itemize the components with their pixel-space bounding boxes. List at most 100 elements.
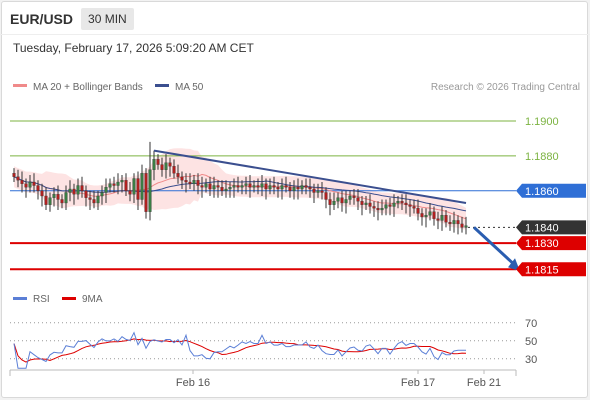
- candle-body: [264, 183, 268, 190]
- candle: [92, 190, 96, 209]
- rsi-legend-label: RSI: [33, 294, 50, 305]
- datetime-label: Tuesday, February 17, 2026 5:09:20 AM CE…: [13, 41, 254, 55]
- candle-body: [64, 192, 68, 204]
- candle: [236, 176, 240, 193]
- candle-body: [272, 185, 276, 188]
- candle: [416, 199, 420, 221]
- candle-body: [104, 187, 108, 193]
- candle: [424, 208, 428, 228]
- ma50-legend-label: MA 50: [175, 82, 204, 93]
- candle: [456, 215, 460, 235]
- candle: [308, 178, 312, 198]
- candle: [448, 215, 452, 231]
- candle: [420, 208, 424, 226]
- x-axis-label: Feb 16: [176, 377, 210, 389]
- candle-body: [260, 183, 264, 188]
- candle: [300, 180, 304, 195]
- candle-body: [408, 204, 412, 207]
- price-tag-1.1840: [516, 220, 586, 235]
- candle-body: [424, 215, 428, 218]
- candle: [268, 178, 272, 195]
- candle: [228, 182, 232, 198]
- price-tag-label-1.1830: 1.1830: [525, 238, 559, 250]
- rsi-level-label: 70: [525, 318, 537, 330]
- candle-body: [360, 201, 364, 205]
- candle-body: [432, 211, 436, 219]
- candle-body: [32, 181, 36, 186]
- candle: [200, 176, 204, 198]
- candle-body: [12, 173, 16, 177]
- candle: [96, 190, 100, 210]
- candle-body: [208, 183, 212, 190]
- candle-body: [396, 201, 400, 204]
- candle: [48, 192, 52, 212]
- candle-body: [160, 164, 164, 170]
- rsi-ma9-line: [13, 338, 467, 363]
- candle: [464, 216, 468, 235]
- candle-body: [116, 181, 120, 186]
- x-axis: Feb 16 Feb 17 Feb 21: [9, 370, 517, 389]
- candle-body: [36, 185, 40, 191]
- header-divider: [0, 34, 590, 35]
- candle: [88, 190, 92, 210]
- candle: [80, 176, 84, 198]
- candle-body: [276, 187, 280, 190]
- candle: [296, 178, 300, 200]
- price-tags: 1.1900 1.1880 1.1860 1.1840 1.1830 1.1815: [516, 116, 586, 277]
- candle-body: [428, 211, 432, 216]
- candlestick-series: [12, 141, 468, 235]
- rsi-indicator: 70 50 30: [10, 318, 537, 369]
- candle-body: [372, 206, 376, 209]
- candle-body: [420, 213, 424, 218]
- candle: [340, 190, 344, 212]
- candle: [100, 185, 104, 205]
- forecast-arrow-shaft: [472, 226, 516, 266]
- candle-body: [136, 178, 140, 200]
- candle-body: [340, 197, 344, 204]
- candle-body: [460, 223, 464, 228]
- candle-body: [268, 185, 272, 190]
- candle-body: [280, 185, 284, 190]
- x-axis-label: Feb 17: [401, 377, 435, 389]
- candle-body: [316, 190, 320, 193]
- candle-body: [80, 185, 84, 191]
- candle-body: [120, 180, 124, 183]
- candle: [436, 211, 440, 230]
- candle: [164, 154, 168, 179]
- ma50-legend-swatch: [155, 84, 169, 87]
- price-tag-label-1.1900: 1.1900: [525, 116, 559, 128]
- candle-body: [312, 188, 316, 193]
- candle-body: [96, 195, 100, 204]
- candle-body: [112, 183, 116, 186]
- timeframe-badge[interactable]: 30 MIN: [81, 8, 134, 30]
- candle: [264, 178, 268, 200]
- candle-body: [252, 185, 256, 188]
- candle: [108, 178, 112, 193]
- candle: [252, 180, 256, 193]
- candle: [212, 176, 216, 198]
- candle: [240, 180, 244, 195]
- candle-body: [84, 190, 88, 198]
- candle-body: [392, 202, 396, 207]
- candle: [192, 175, 196, 191]
- candle-body: [60, 199, 64, 204]
- candle-body: [228, 187, 232, 190]
- candle-body: [368, 202, 372, 207]
- candle: [280, 178, 284, 200]
- candle-body: [440, 215, 444, 221]
- moving-averages: [13, 173, 467, 220]
- candle: [324, 187, 328, 209]
- price-tag-1.1830: [516, 236, 586, 251]
- candle-body: [232, 185, 236, 188]
- candle-body: [324, 192, 328, 200]
- candle: [400, 194, 404, 210]
- candle-body: [416, 208, 420, 214]
- candle: [160, 157, 164, 177]
- candle-body: [212, 185, 216, 190]
- ma9-legend-label: 9MA: [82, 294, 103, 305]
- candle: [60, 194, 64, 209]
- candle: [460, 216, 464, 233]
- candle: [44, 187, 48, 210]
- candle: [440, 206, 444, 231]
